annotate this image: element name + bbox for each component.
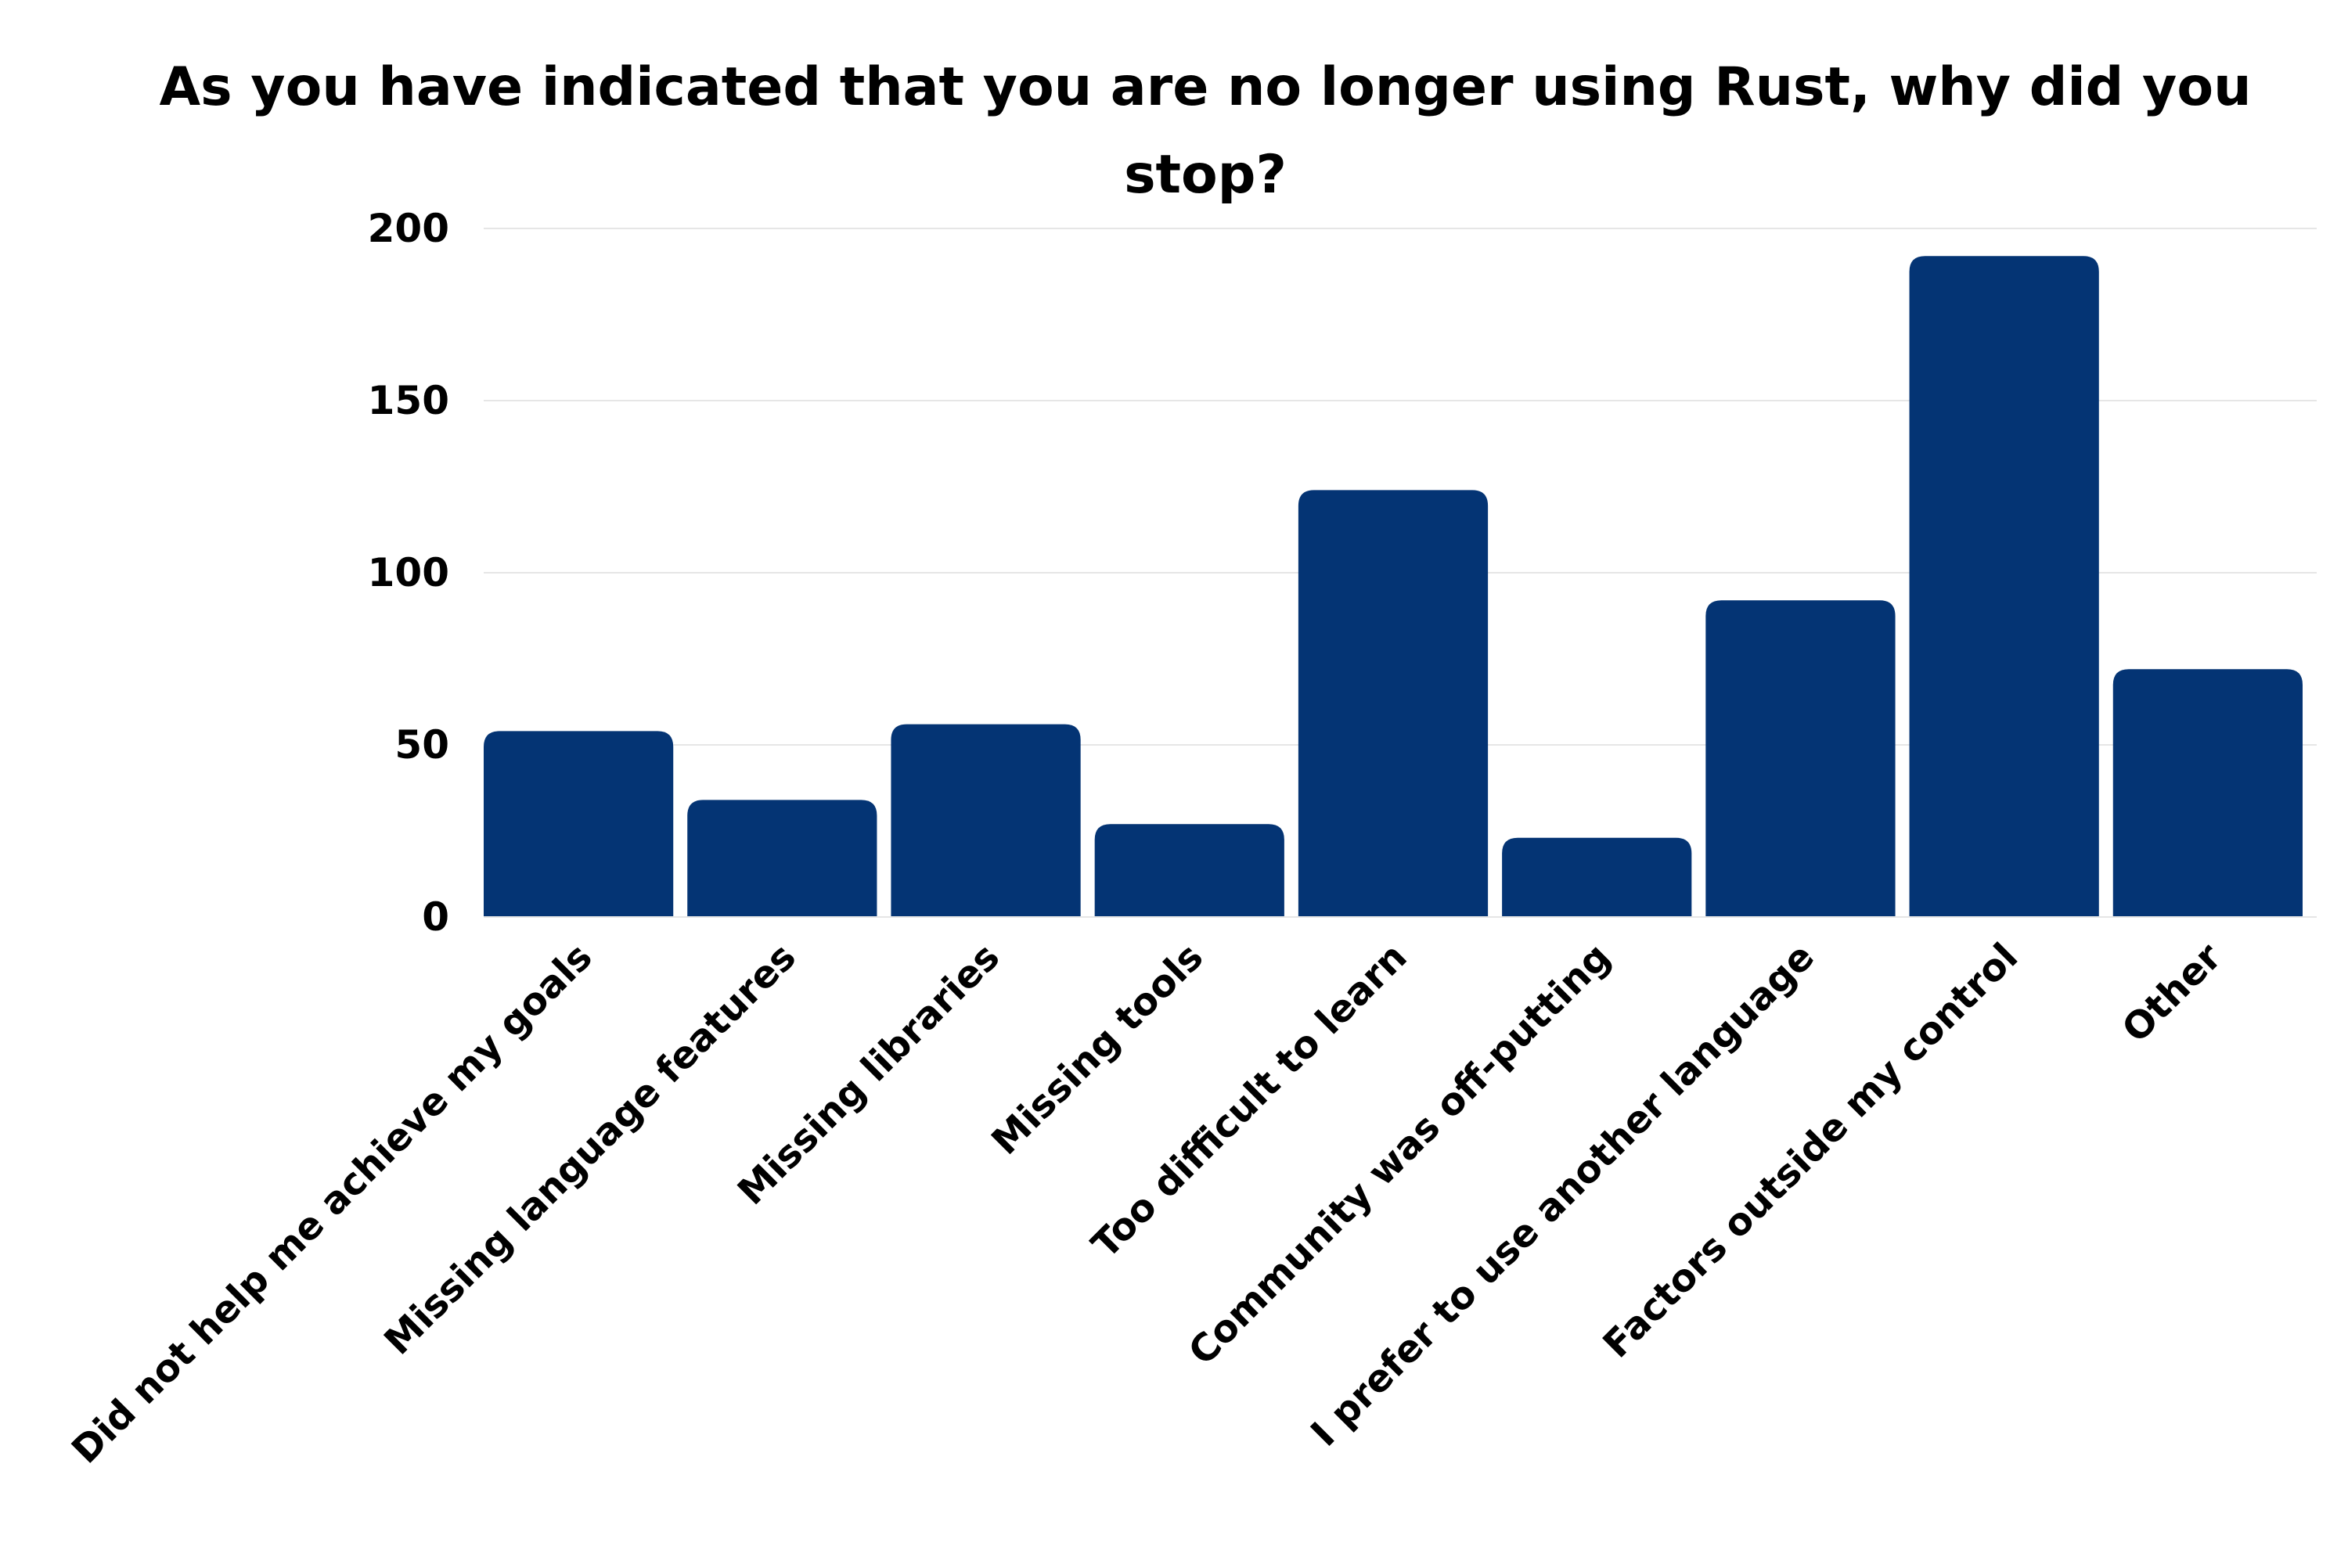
x-tick-label: Other: [2114, 935, 2231, 1052]
x-tick-label: Missing tools: [983, 935, 1212, 1163]
y-tick-label: 200: [368, 206, 449, 251]
bar: [1909, 256, 2099, 917]
bar: [484, 731, 674, 917]
bars: [484, 256, 2303, 917]
chart-title: As you have indicated that you are no lo…: [159, 56, 2252, 206]
y-tick-label: 100: [368, 550, 449, 595]
x-tick-label: Community was off-putting: [1180, 935, 1619, 1374]
bar: [891, 724, 1081, 917]
bar: [1298, 490, 1489, 917]
bar: [1705, 600, 1896, 917]
bar: [1502, 837, 1692, 917]
bar: [687, 800, 877, 917]
y-axis-tick-labels: 0 50 100 150 200: [368, 206, 449, 940]
y-tick-label: 50: [394, 722, 449, 768]
bar: [1094, 824, 1284, 917]
y-tick-label: 150: [368, 378, 449, 423]
x-tick-label: Missing language features: [376, 935, 805, 1364]
y-tick-label: 0: [422, 894, 449, 940]
x-tick-label: Factors outside my control: [1595, 935, 2027, 1367]
x-axis-tick-labels: Did not help me achieve my goalsMissing …: [63, 935, 2231, 1473]
bar: [2112, 669, 2303, 917]
